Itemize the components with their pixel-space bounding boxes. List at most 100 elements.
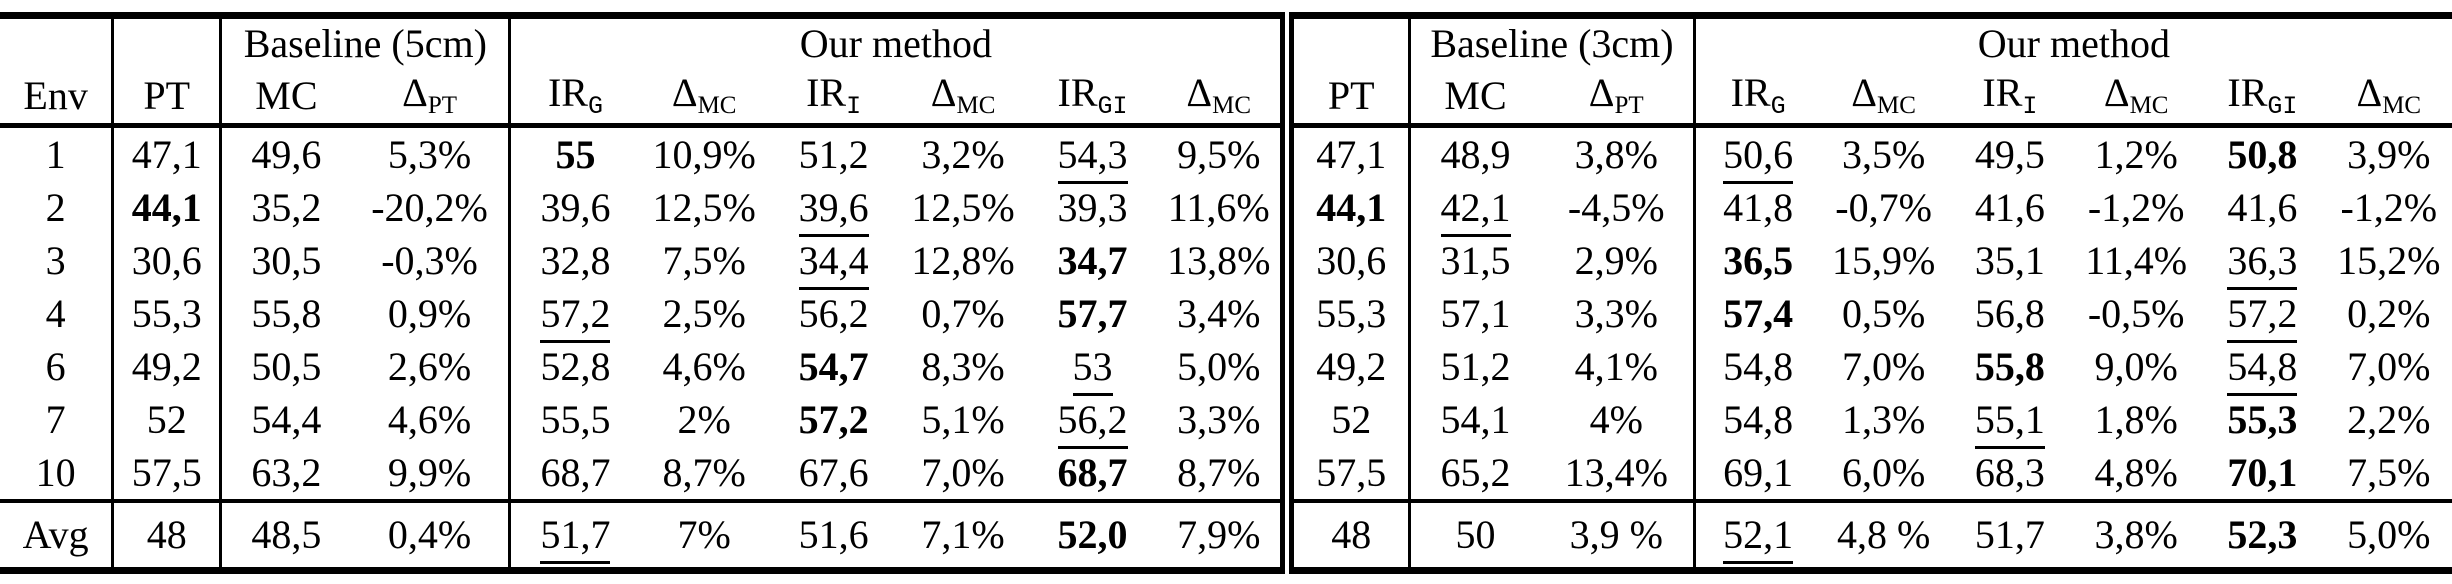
cell-value: 10 (35, 449, 76, 495)
cell-value: 4,1% (1574, 343, 1658, 389)
cell-value: 47,1 (131, 131, 202, 177)
table-cell: 4,1% (1539, 340, 1696, 393)
cell-value: 7% (677, 512, 731, 557)
cell-value: 49,6 (251, 131, 322, 177)
cell-value: 7,0% (921, 449, 1005, 495)
table-cell: 4 (0, 287, 115, 340)
table-cell: 5,3% (350, 125, 512, 181)
table-cell: 3,8% (1539, 125, 1696, 181)
cell-value: 65,2 (1440, 449, 1511, 495)
cell-value: 0,2% (2347, 290, 2431, 336)
cell-value: 3,2% (921, 131, 1005, 177)
table-cell: 35,1 (1947, 234, 2073, 287)
group-header-our-method-left: Our method (509, 15, 1295, 68)
cell-value: 32,8 (540, 237, 611, 283)
cell-value: 57,5 (131, 449, 202, 495)
table-cell: 54,8 (1694, 393, 1820, 446)
cell-value: 35,2 (251, 184, 322, 230)
cell-value: 7,0% (2347, 343, 2431, 389)
table-cell: 2,5% (639, 287, 768, 340)
col-header-delta-mc-right-1: ΔMC (1820, 68, 1947, 128)
table-cell: 49,2 (1287, 340, 1412, 393)
table-cell: 55,1 (1947, 393, 2073, 449)
col-header-ir-g-left: IRG (509, 68, 640, 128)
cell-value: 34,4 (798, 237, 869, 290)
table-cell: 3,8% (2073, 499, 2200, 571)
cell-value: 30,5 (251, 237, 322, 283)
cell-value: 5,0% (1177, 343, 1261, 389)
cell-value: 31,5 (1440, 237, 1511, 283)
table-cell: 2 (0, 181, 115, 234)
cell-value: 0,9% (387, 290, 472, 336)
table-cell: 55,3 (1287, 287, 1412, 340)
cell-value: 3 (45, 237, 66, 283)
table-cell: 52,8 (510, 340, 639, 393)
table-cell: 3,4% (1157, 287, 1295, 340)
cell-value: 67,6 (798, 449, 869, 495)
cell-value: 41,8 (1723, 184, 1794, 230)
table-cell: 39,6 (510, 181, 639, 234)
cell-value: 44,1 (1316, 184, 1387, 230)
cell-value: 7,5% (2347, 449, 2431, 495)
cell-value: 39,6 (540, 184, 611, 230)
cell-value: 11,4% (2085, 237, 2188, 283)
table-cell: 52,0 (1027, 499, 1158, 571)
col-header-pt-right: PT (1287, 68, 1412, 128)
table-cell: 4,6% (639, 340, 768, 393)
table-cell: 31,5 (1410, 234, 1540, 287)
col-header-ir-gi-left: IRGI (1027, 68, 1158, 128)
cell-value: 7,9% (1177, 512, 1261, 557)
table-cell: 52 (112, 393, 223, 446)
table-cell: 9,5% (1157, 125, 1295, 181)
cell-value: 9,5% (1177, 131, 1261, 177)
table-cell: 32,8 (510, 234, 639, 287)
table-row: 10 57,5 63,2 9,9% 68,7 8,7% 67,6 7,0% 68,7 8,7% 57… (0, 446, 2452, 502)
cell-value: 1,2% (2094, 131, 2178, 177)
table-cell: 3,3% (1157, 393, 1295, 446)
cell-value: 52 (146, 396, 187, 442)
cell-value: 50 (1455, 512, 1496, 557)
table-cell: 0,7% (898, 287, 1027, 340)
cell-value: 54,8 (2227, 343, 2298, 396)
cell-value: 54,3 (1057, 131, 1128, 184)
column-header-row: Env PT MC ΔPT IRG ΔMC IRI ΔMC IRGI ΔMC P… (0, 68, 2452, 128)
table-cell: 5,0% (2325, 499, 2452, 571)
cell-value: -1,2% (2340, 184, 2438, 230)
table-cell: 49,5 (1947, 126, 2073, 182)
cell-value: 54,7 (798, 343, 869, 389)
cell-value: 12,5% (652, 184, 756, 230)
cell-value: 55,3 (2227, 396, 2298, 442)
cell-value: 30,6 (131, 237, 202, 283)
table-cell: 51,7 (1946, 499, 2074, 571)
table-cell: 69,1 (1694, 446, 1820, 502)
table-cell: 6 (0, 340, 115, 393)
cell-value: 55,1 (1974, 396, 2045, 449)
cell-value: 0,4% (387, 512, 472, 557)
table-row: 7 52 54,4 4,6% 55,5 2% 57,2 5,1% 56,2 3,3% 52 54,1 4… (0, 393, 2452, 449)
col-header-ir-gi-right: IRGI (2199, 68, 2326, 128)
table-cell: 50,8 (2199, 126, 2325, 182)
table-cell: 51,2 (1410, 340, 1540, 393)
table-cell: 55,5 (510, 393, 639, 446)
table-cell: 48 (1287, 499, 1412, 571)
cell-value: 55,8 (1974, 343, 2045, 389)
col-header-ir-g-right: IRG (1694, 68, 1821, 128)
table-cell: 47,1 (1287, 125, 1412, 181)
table-cell: 7,1% (898, 499, 1028, 571)
table-cell: 55,3 (112, 287, 223, 340)
table-cell: 68,3 (1947, 446, 2073, 501)
cell-value: 56,8 (1974, 290, 2045, 336)
cell-value: 7,5% (662, 237, 746, 283)
table-cell: 55,8 (1947, 340, 2073, 393)
table-cell: 34,4 (769, 234, 898, 290)
table-cell: 55,8 (221, 287, 351, 340)
cell-value: 4 (45, 290, 66, 336)
cell-value: 1 (45, 131, 66, 177)
col-header-delta-mc-right-2: ΔMC (2073, 68, 2200, 128)
table-cell: 3,2% (898, 126, 1027, 182)
cell-value: 57,2 (2227, 290, 2298, 343)
table-cell: 30,6 (1287, 234, 1412, 287)
cell-value: 52,3 (2227, 512, 2298, 557)
table-cell: 57,5 (112, 446, 223, 501)
